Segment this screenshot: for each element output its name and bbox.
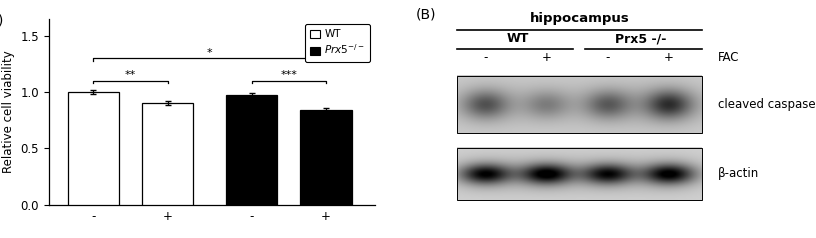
Bar: [457, 76, 702, 133]
Text: Prx5 -/-: Prx5 -/-: [615, 32, 666, 45]
Text: WT: WT: [507, 32, 530, 45]
Text: hippocampus: hippocampus: [530, 12, 629, 25]
Text: **: **: [125, 70, 136, 80]
Text: -: -: [605, 51, 610, 64]
Legend: WT, $Prx5^{-/-}$: WT, $Prx5^{-/-}$: [304, 24, 370, 62]
Bar: [226, 95, 277, 205]
Text: cleaved caspase-3: cleaved caspase-3: [718, 98, 816, 111]
Text: β-actin: β-actin: [718, 167, 760, 180]
Text: (B): (B): [416, 7, 437, 21]
Bar: [68, 92, 119, 205]
Bar: [457, 148, 702, 200]
Text: +: +: [663, 51, 674, 64]
Text: +: +: [541, 51, 552, 64]
Text: ***: ***: [281, 70, 297, 80]
Bar: [142, 103, 193, 205]
Y-axis label: Relative cell viability: Relative cell viability: [2, 50, 15, 173]
Bar: [300, 110, 352, 205]
Text: (A): (A): [0, 14, 4, 27]
Text: *: *: [207, 48, 212, 58]
Text: FAC: FAC: [718, 51, 739, 64]
Text: -: -: [483, 51, 487, 64]
